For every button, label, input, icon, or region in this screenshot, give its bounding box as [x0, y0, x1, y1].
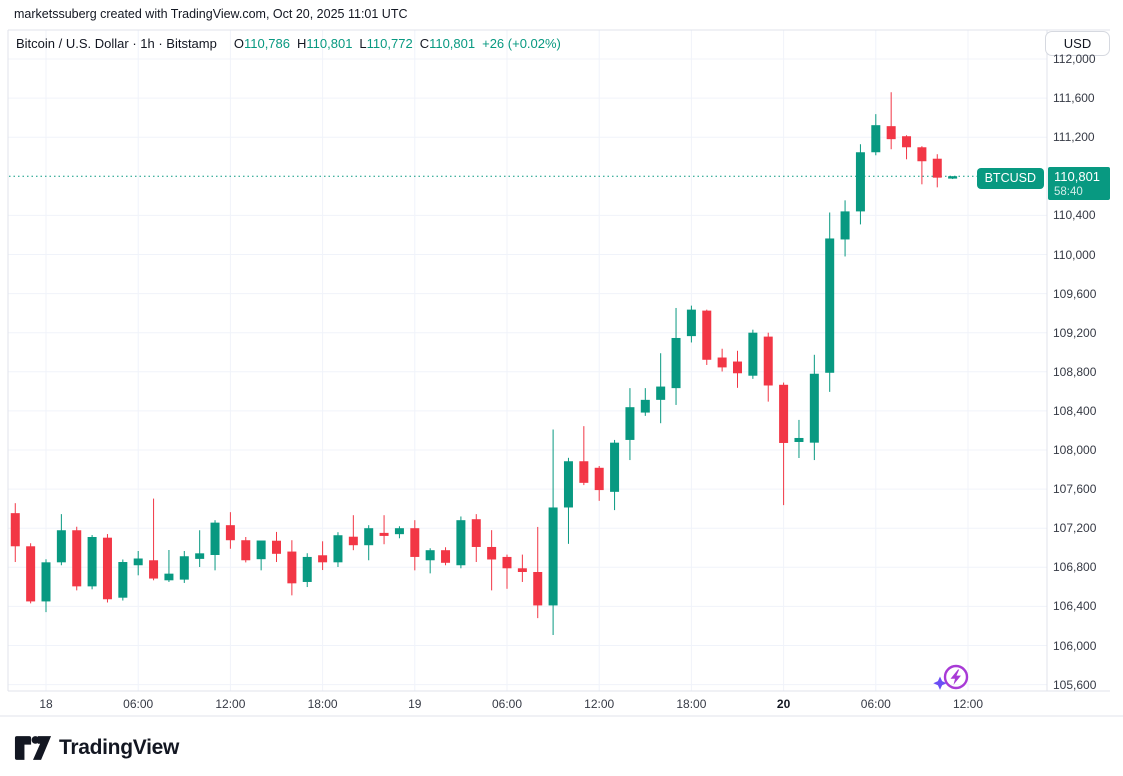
time-axis-label: 12:00 — [584, 697, 615, 711]
bar-close-countdown: 58:40 — [1054, 186, 1083, 198]
time-axis-label: 18:00 — [307, 697, 338, 711]
price-axis-label: 105,600 — [1053, 677, 1097, 692]
price-axis-label: 107,200 — [1053, 521, 1097, 536]
tradingview-branding[interactable]: TradingView — [14, 733, 179, 763]
flash-boost-icon[interactable] — [930, 657, 976, 699]
ohlc-high-value: 110,801 — [306, 36, 353, 51]
ohlc-low-value: 110,772 — [366, 36, 413, 51]
time-axis-label: 19 — [408, 697, 422, 711]
price-axis-label: 109,600 — [1053, 286, 1097, 301]
time-axis-label: 12:00 — [215, 697, 246, 711]
symbol-title[interactable]: Bitcoin / U.S. Dollar · 1h · Bitstamp — [16, 36, 217, 51]
time-axis-label: 06:00 — [123, 697, 154, 711]
tradingview-logo-icon — [14, 736, 52, 760]
time-axis-label: 18:00 — [676, 697, 707, 711]
price-line-symbol-text: BTCUSD — [984, 171, 1036, 185]
price-axis-label: 106,000 — [1053, 638, 1097, 653]
symbol-legend: Bitcoin / U.S. Dollar · 1h · Bitstamp O11… — [16, 36, 561, 51]
price-axis-label: 110,400 — [1053, 208, 1096, 223]
tradingview-logo-text: TradingView — [59, 736, 180, 759]
price-axis-label: 108,800 — [1053, 364, 1097, 379]
price-axis-label: 111,200 — [1053, 130, 1095, 145]
price-line-symbol-badge: BTCUSD — [976, 168, 1044, 189]
price-axis-label: 106,800 — [1053, 560, 1097, 575]
price-axis-label: 108,000 — [1053, 443, 1097, 457]
ohlc-low-label: L — [359, 36, 367, 51]
price-axis-label: 112,000 — [1053, 52, 1096, 66]
time-axis-label: 18 — [39, 697, 53, 711]
price-axis-label: 107,600 — [1053, 482, 1097, 497]
current-price-value: 110,801 — [1054, 169, 1101, 184]
attribution-text: marketssuberg created with TradingView.c… — [14, 7, 408, 21]
time-axis-label: 06:00 — [491, 697, 523, 711]
price-axis-label: 110,000 — [1053, 247, 1096, 262]
ohlc-open-value: 110,786 — [243, 36, 290, 51]
ohlc-close-value: 110,801 — [429, 36, 476, 51]
boost-circle — [943, 664, 969, 690]
price-axis-label: 108,400 — [1053, 403, 1097, 418]
lightning-bolt-icon — [950, 669, 961, 685]
ohlc-close-label: C — [419, 36, 430, 51]
price-axis-label: 109,200 — [1053, 325, 1097, 340]
time-axis-label: 06:00 — [860, 697, 891, 711]
sparkle-icon — [933, 676, 947, 690]
time-axis-label: 12:00 — [952, 697, 984, 711]
ohlc-open-label: O — [233, 36, 244, 51]
change-value: +26 (+0.02%) — [482, 36, 561, 51]
current-price-badge: 110,801 58:40 — [1048, 167, 1110, 200]
currency-selector-button[interactable]: USD — [1045, 31, 1110, 56]
price-axis-label: 106,400 — [1053, 599, 1097, 614]
price-axis-label: 111,600 — [1053, 91, 1095, 106]
time-axis-label: 20 — [776, 697, 791, 711]
ohlc-high-label: H — [297, 36, 307, 51]
